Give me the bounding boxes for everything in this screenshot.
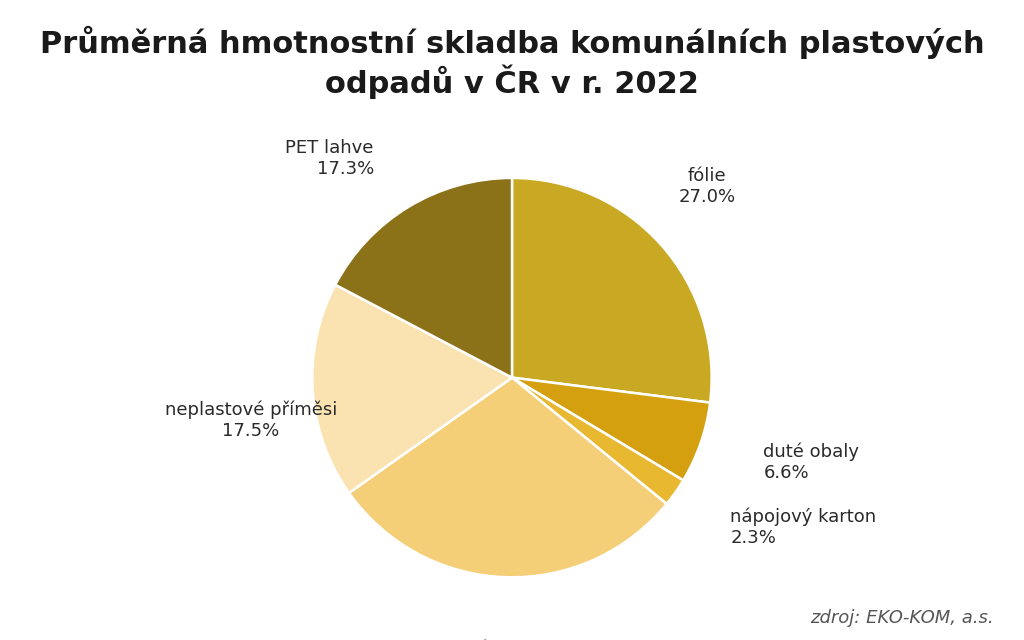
Text: nápojový karton
2.3%: nápojový karton 2.3%: [730, 508, 877, 547]
Text: duté obaly
6.6%: duté obaly 6.6%: [763, 443, 859, 482]
Wedge shape: [312, 285, 512, 493]
Text: fólie
27.0%: fólie 27.0%: [678, 167, 735, 206]
Wedge shape: [512, 178, 712, 403]
Text: jiné plasty
29.3%: jiné plasty 29.3%: [457, 639, 550, 640]
Text: neplastové příměsi
17.5%: neplastové příměsi 17.5%: [165, 401, 337, 440]
Wedge shape: [335, 178, 512, 378]
Wedge shape: [512, 378, 710, 481]
Wedge shape: [349, 378, 667, 577]
Text: zdroj: EKO-KOM, a.s.: zdroj: EKO-KOM, a.s.: [810, 609, 993, 627]
Wedge shape: [512, 378, 683, 504]
Text: Průměrná hmotnostní skladba komunálních plastových
odpadů v ČR v r. 2022: Průměrná hmotnostní skladba komunálních …: [40, 26, 984, 99]
Text: PET lahve
17.3%: PET lahve 17.3%: [286, 140, 374, 178]
